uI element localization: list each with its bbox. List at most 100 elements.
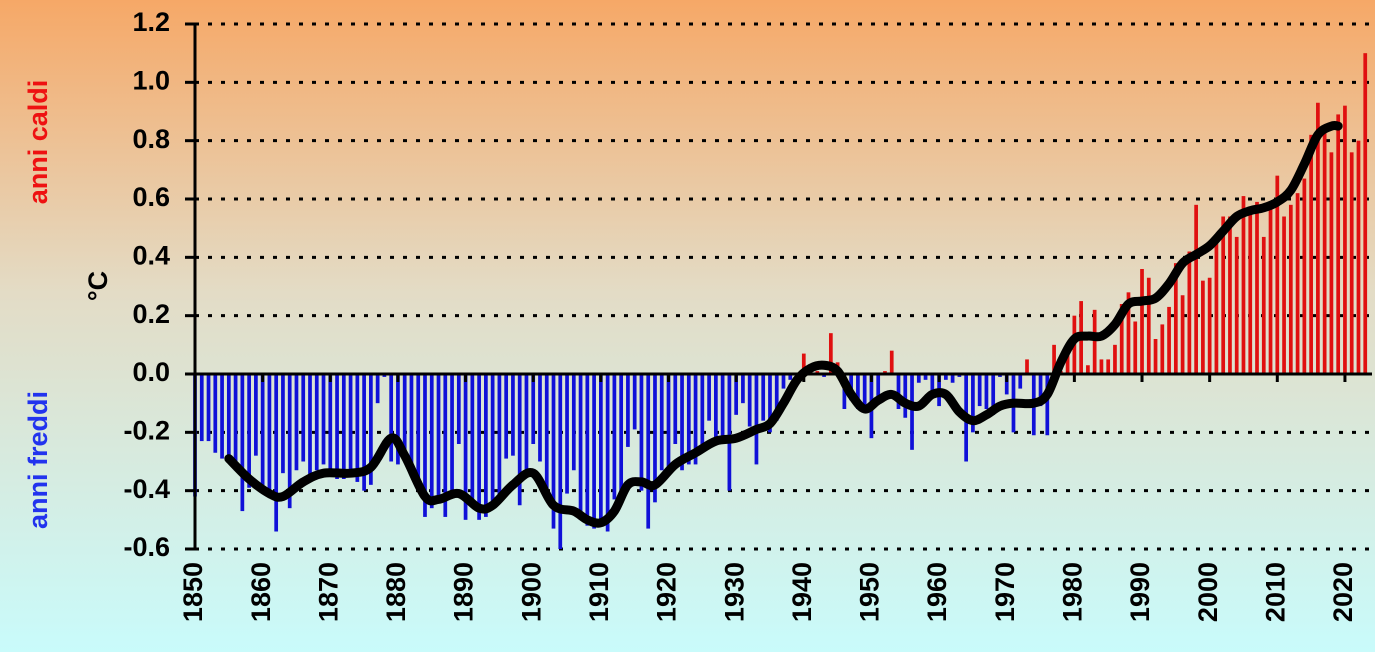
bar [1322, 129, 1327, 374]
bar [1052, 344, 1056, 374]
bar [287, 374, 292, 509]
bar [1180, 295, 1185, 374]
bar [741, 374, 745, 404]
bar [916, 374, 921, 383]
annotation-cold: anni freddi [23, 391, 53, 529]
bar [355, 374, 360, 482]
x-tick-label: 2020 [1328, 562, 1358, 622]
x-tick-label: 1860 [246, 562, 276, 622]
bar [1099, 359, 1104, 374]
bar [423, 374, 427, 517]
bar [409, 374, 414, 471]
bar [619, 374, 624, 500]
bar [977, 374, 982, 407]
bar [267, 374, 272, 494]
x-tick-label: 1920 [652, 562, 682, 622]
bar [1167, 306, 1171, 374]
bar [1201, 280, 1205, 374]
bar [700, 374, 705, 450]
bar [578, 374, 583, 520]
bar [240, 374, 245, 512]
bar [889, 350, 894, 374]
x-tick-label: 1980 [1057, 562, 1087, 622]
bar [558, 374, 563, 549]
bar [720, 374, 725, 444]
bar [429, 374, 434, 509]
x-tick-label: 1870 [313, 562, 343, 622]
bar [443, 374, 448, 517]
bar [1106, 359, 1111, 374]
bar [713, 374, 718, 444]
bar [1356, 140, 1361, 374]
bar [1187, 251, 1192, 374]
bar [517, 374, 522, 506]
bar [1113, 344, 1117, 374]
bar [910, 374, 914, 450]
bar [686, 374, 691, 465]
bar [781, 374, 786, 389]
bar [220, 374, 224, 459]
y-tick-label: 0.0 [132, 357, 170, 387]
bar [551, 374, 556, 529]
bar [747, 374, 752, 427]
bar [592, 374, 596, 529]
x-tick-label: 1930 [719, 562, 749, 622]
bar [768, 374, 772, 433]
bar [896, 374, 901, 409]
bar [1336, 114, 1341, 375]
bar [260, 374, 265, 488]
bar [1248, 210, 1253, 374]
bar [369, 374, 373, 485]
x-tick-label: 1950 [855, 562, 885, 622]
bar [1282, 216, 1286, 374]
bar [612, 374, 617, 500]
bar [484, 374, 488, 517]
bar [348, 374, 353, 471]
bar [463, 374, 468, 520]
bar [734, 374, 739, 415]
bar [856, 374, 860, 409]
bar [1255, 201, 1259, 374]
bar [646, 374, 651, 529]
bar [226, 374, 231, 459]
bar [199, 374, 204, 442]
bar [565, 374, 569, 494]
x-tick-label: 2010 [1260, 562, 1290, 622]
bar [876, 374, 881, 404]
x-tick-label: 1850 [178, 562, 208, 622]
bar [1214, 234, 1219, 374]
bar [1140, 269, 1144, 374]
bar [206, 374, 211, 442]
bar [247, 374, 251, 488]
bar [254, 374, 258, 456]
x-tick-label: 1880 [381, 562, 411, 622]
bar [389, 374, 394, 462]
bar [653, 374, 657, 503]
bar [1228, 216, 1232, 374]
bar [1153, 339, 1158, 374]
bar [1025, 359, 1029, 374]
bar [571, 374, 576, 471]
y-tick-label: -0.6 [123, 532, 170, 562]
bar [1343, 105, 1347, 375]
bar [727, 374, 732, 491]
bar [1126, 292, 1131, 374]
y-tick-label: 1.0 [132, 65, 170, 95]
y-tick-label: 0.8 [132, 124, 170, 154]
bar [396, 374, 400, 465]
y-tick-label: 0.6 [132, 182, 170, 212]
bar [456, 374, 461, 444]
bar [930, 374, 935, 392]
bar [585, 374, 590, 526]
bar [1194, 204, 1198, 374]
bar [538, 374, 542, 462]
bar [774, 374, 779, 421]
bar [632, 374, 637, 430]
bar [943, 374, 948, 380]
y-tick-label: 0.2 [132, 299, 170, 329]
bar [314, 374, 319, 471]
bar [524, 374, 529, 474]
bar [1288, 204, 1293, 374]
bar [335, 374, 339, 479]
